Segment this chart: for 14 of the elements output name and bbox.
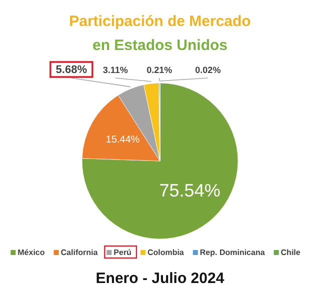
data-label: 0.02% [195,65,221,75]
data-label: 3.11% [102,65,128,75]
data-label: 0.21% [146,65,172,75]
legend-label: Perú [114,248,132,257]
legend-label: Colombia [147,248,184,257]
data-label: 15.44% [106,134,140,146]
data-label: 5.68% [56,64,88,76]
text: Enero - Julio 2024 [96,270,225,287]
legend-label: Chile [280,248,301,257]
chart-title: Participación de Mercado en Estados Unidos [69,13,251,54]
legend-label: California [60,248,98,257]
legend-label: Rep. Dominicana [200,248,266,257]
legend-label: México [18,248,45,257]
data-label: 75.54% [159,180,220,201]
